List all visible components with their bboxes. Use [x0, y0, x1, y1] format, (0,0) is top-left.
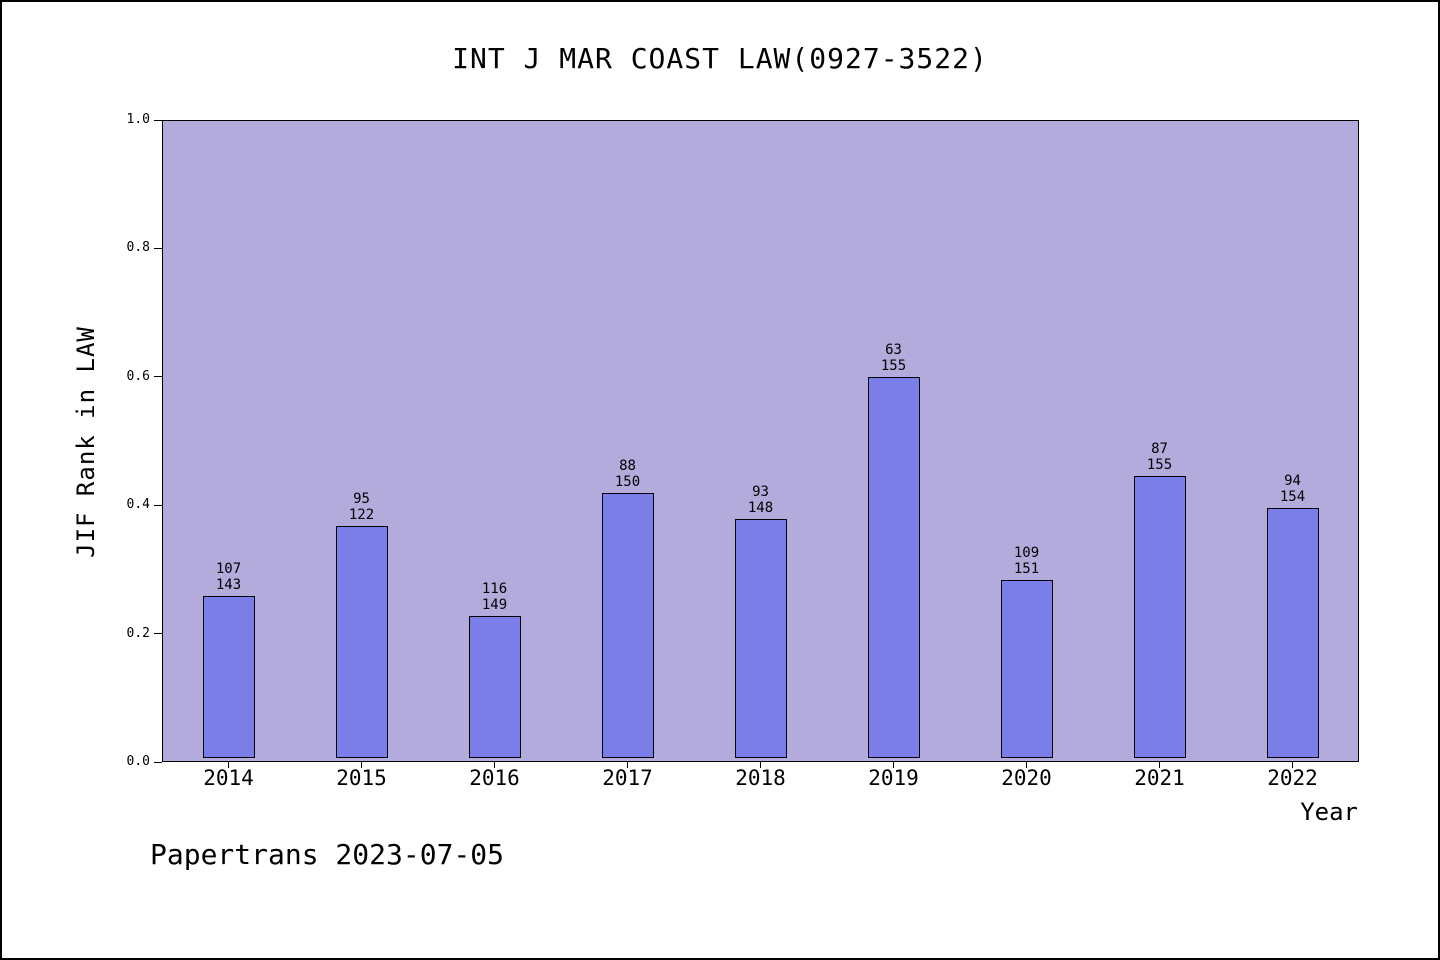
y-tick-mark — [154, 119, 162, 121]
y-tick-mark — [154, 376, 162, 378]
y-tick-label: 0.8 — [126, 240, 150, 256]
y-tick-mark — [154, 633, 162, 635]
x-tick-mark — [1159, 762, 1160, 768]
bar — [734, 519, 787, 758]
x-tick-mark — [893, 762, 894, 768]
x-tick-label: 2020 — [1001, 766, 1052, 790]
y-tick-label: 0.2 — [126, 625, 150, 641]
x-tick-mark — [1026, 762, 1027, 768]
bar-value-label: 107 143 — [179, 561, 279, 593]
bar-rank-value: 94 — [1284, 472, 1301, 489]
bar-rank-value: 87 — [1151, 441, 1168, 458]
bar — [202, 596, 255, 758]
y-tick-label: 0.6 — [126, 368, 150, 384]
bar-value-label: 93 148 — [711, 484, 811, 516]
x-tick-mark — [760, 762, 761, 768]
bar-rank-value: 109 — [1013, 544, 1040, 561]
x-tick-label: 2018 — [735, 766, 786, 790]
bar-value-label: 87 155 — [1110, 441, 1210, 473]
x-tick-mark — [228, 762, 229, 768]
bar — [601, 492, 654, 758]
x-tick-label: 2019 — [868, 766, 919, 790]
x-tick-mark — [361, 762, 362, 768]
bar-rank-value: 107 — [215, 561, 242, 578]
x-tick-mark — [494, 762, 495, 768]
bar-rank-value: 88 — [619, 457, 636, 474]
y-tick-label: 0.4 — [126, 497, 150, 513]
bar-value-label: 109 151 — [977, 545, 1077, 577]
bar-total-value: 151 — [1013, 560, 1040, 577]
bar-value-label: 95 122 — [312, 491, 412, 523]
x-tick-label: 2022 — [1267, 766, 1318, 790]
bar-value-label: 94 154 — [1243, 473, 1343, 505]
bar-total-value: 155 — [880, 357, 907, 374]
bar-rank-value: 116 — [481, 581, 508, 598]
x-tick-mark — [1292, 762, 1293, 768]
y-tick-label: 1.0 — [126, 112, 150, 127]
bar-total-value: 122 — [348, 506, 375, 523]
bar-total-value: 143 — [215, 577, 242, 594]
y-tick-mark — [154, 761, 162, 763]
chart-title: INT J MAR COAST LAW(0927-3522) — [452, 42, 988, 75]
bar-value-label: 88 150 — [578, 458, 678, 490]
x-tick-label: 2017 — [602, 766, 653, 790]
x-tick-label: 2016 — [469, 766, 520, 790]
bar — [1133, 476, 1186, 758]
bar-total-value: 149 — [481, 597, 508, 614]
bar-total-value: 154 — [1279, 488, 1306, 505]
x-tick-label: 2014 — [203, 766, 254, 790]
y-tick-label: 0.0 — [126, 754, 150, 769]
bar — [468, 616, 521, 758]
watermark-text: Papertrans 2023-07-05 — [150, 838, 505, 871]
y-axis-label: JIF Rank in LAW — [72, 326, 100, 558]
bar-total-value: 148 — [747, 500, 774, 517]
bar — [1266, 507, 1319, 758]
bar-value-label: 63 155 — [844, 342, 944, 374]
bar-total-value: 155 — [1146, 457, 1173, 474]
bar-rank-value: 93 — [752, 484, 769, 501]
bar-rank-value: 63 — [885, 341, 902, 358]
y-tick-mark — [154, 504, 162, 506]
y-tick-mark — [154, 247, 162, 249]
bar — [335, 525, 388, 758]
bar-rank-value: 95 — [353, 490, 370, 507]
bar — [1000, 579, 1053, 758]
bar — [867, 376, 920, 758]
x-axis-label: Year — [1300, 798, 1358, 826]
x-tick-mark — [627, 762, 628, 768]
x-tick-label: 2015 — [336, 766, 387, 790]
bar-value-label: 116 149 — [445, 581, 545, 613]
bar-total-value: 150 — [614, 473, 641, 490]
x-tick-label: 2021 — [1134, 766, 1185, 790]
